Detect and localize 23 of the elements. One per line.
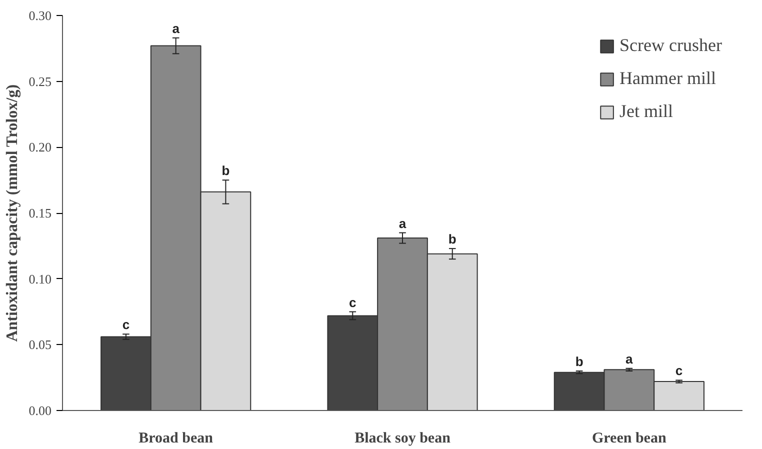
data-label: b bbox=[222, 163, 230, 178]
data-label: a bbox=[626, 351, 634, 366]
data-label: a bbox=[172, 20, 180, 36]
x-tick-label: Broad bean bbox=[138, 430, 214, 446]
y-tick-label: 0.05 bbox=[28, 337, 52, 352]
y-tick-label: 0.15 bbox=[28, 206, 52, 220]
y-tick-label: 0.00 bbox=[28, 403, 52, 418]
y-axis-title: Antioxidant capacity (mmol Trolox/g) bbox=[4, 84, 21, 342]
data-label: c bbox=[122, 317, 130, 332]
legend-label: Hammer mill bbox=[620, 68, 716, 89]
x-tick-label: Black soy bean bbox=[354, 430, 452, 446]
x-tick-label: Green bean bbox=[592, 430, 667, 446]
y-tick-label: 0.25 bbox=[28, 74, 52, 89]
y-tick-label: 0.30 bbox=[28, 8, 52, 23]
y-tick-label: 0.10 bbox=[28, 271, 52, 286]
data-label: b bbox=[448, 232, 456, 247]
data-label: c bbox=[675, 363, 683, 378]
legend-label: Jet mill bbox=[620, 101, 674, 122]
legend-label: Screw crusher bbox=[620, 35, 722, 56]
data-label: a bbox=[398, 216, 407, 231]
data-label: c bbox=[349, 294, 356, 310]
y-tick-label: 0.20 bbox=[28, 140, 52, 155]
data-label: b bbox=[575, 354, 584, 369]
